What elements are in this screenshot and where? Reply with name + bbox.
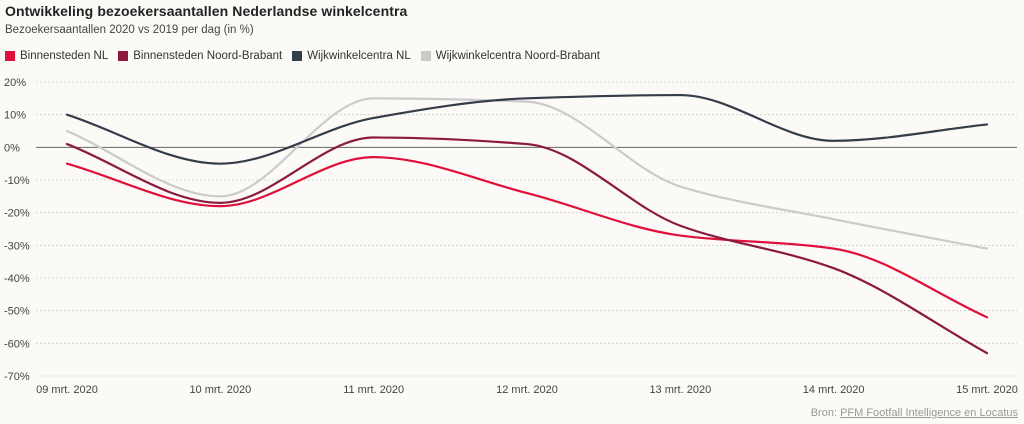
legend: Binnensteden NL Binnensteden Noord-Braba… bbox=[5, 50, 600, 62]
legend-item-binnensteden-noord-brabant[interactable]: Binnensteden Noord-Brabant bbox=[118, 50, 282, 62]
legend-label: Binnensteden Noord-Brabant bbox=[133, 50, 283, 62]
series-line-wijkwinkelcentra-noord-brabant[interactable] bbox=[65, 97, 989, 250]
x-axis-ticks: 09 mrt. 2020 10 mrt. 2020 11 mrt. 2020 12 m… bbox=[36, 384, 1018, 396]
y-tick-label: -70% bbox=[4, 371, 30, 383]
x-tick-label: 09 mrt. 2020 bbox=[36, 384, 98, 396]
x-tick-label: 15 mrt. 2020 bbox=[956, 384, 1018, 396]
x-tick-label: 10 mrt. 2020 bbox=[189, 384, 251, 396]
legend-swatch bbox=[5, 51, 15, 61]
x-tick-label: 14 mrt. 2020 bbox=[803, 384, 865, 396]
legend-swatch bbox=[420, 51, 431, 61]
x-tick-label: 12 mrt. 2020 bbox=[496, 384, 558, 396]
legend-item-wijkwinkelcentra-nl[interactable]: Wijkwinkelcentra NL bbox=[292, 50, 411, 62]
chart-title: Ontwikkeling bezoekersaantallen Nederlan… bbox=[5, 3, 408, 19]
series-line-binnensteden-noord-brabant[interactable] bbox=[65, 136, 989, 355]
grid-lines bbox=[36, 81, 1017, 377]
series-line-binnensteden-nl[interactable] bbox=[65, 156, 989, 319]
legend-item-wijkwinkelcentra-noord-brabant[interactable]: Wijkwinkelcentra Noord-Brabant bbox=[420, 50, 600, 62]
chart-subtitle: Bezoekersaantallen 2020 vs 2019 per dag … bbox=[5, 24, 254, 36]
y-tick-label: -30% bbox=[4, 240, 30, 252]
legend-swatch bbox=[118, 51, 129, 61]
series-lines bbox=[65, 93, 989, 355]
y-tick-label: -40% bbox=[4, 273, 30, 285]
y-tick-label: -20% bbox=[4, 208, 30, 220]
source-prefix: Bron: bbox=[810, 407, 841, 419]
source-note: Bron: PFM Footfall Intelligence en Locat… bbox=[811, 407, 1018, 419]
y-tick-label: 0% bbox=[4, 142, 20, 154]
y-tick-label: 10% bbox=[4, 110, 26, 122]
y-tick-label: -10% bbox=[4, 175, 30, 187]
y-axis-ticks: 20% 10% 0% -10% -20% -30% -40% -50% -60% -70% bbox=[4, 77, 30, 383]
legend-label: Wijkwinkelcentra Noord-Brabant bbox=[435, 50, 600, 62]
x-tick-label: 13 mrt. 2020 bbox=[649, 384, 711, 396]
legend-label: Binnensteden NL bbox=[20, 50, 109, 62]
legend-swatch bbox=[292, 51, 303, 61]
y-tick-label: -50% bbox=[4, 306, 30, 318]
y-tick-label: 20% bbox=[4, 77, 26, 89]
x-tick-label: 11 mrt. 2020 bbox=[343, 384, 404, 396]
legend-label: Wijkwinkelcentra NL bbox=[307, 50, 411, 62]
y-tick-label: -60% bbox=[4, 338, 30, 350]
source-link[interactable]: PFM Footfall Intelligence en Locatus bbox=[840, 407, 1018, 419]
series-line-wijkwinkelcentra-nl[interactable] bbox=[65, 93, 989, 165]
legend-item-binnensteden-nl[interactable]: Binnensteden NL bbox=[5, 50, 108, 62]
